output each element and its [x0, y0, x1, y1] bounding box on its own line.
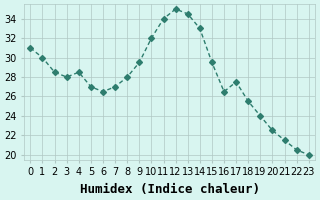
X-axis label: Humidex (Indice chaleur): Humidex (Indice chaleur) — [80, 183, 260, 196]
